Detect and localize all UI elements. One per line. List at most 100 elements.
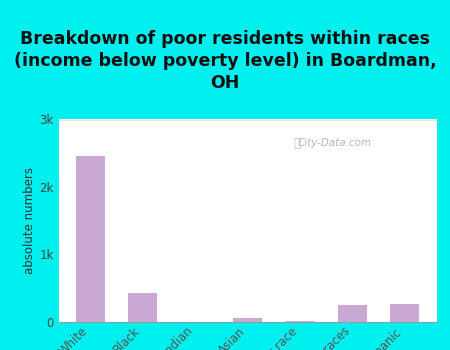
Bar xyxy=(58,119,436,120)
Bar xyxy=(58,120,436,121)
Bar xyxy=(58,120,436,121)
Bar xyxy=(338,305,367,322)
Bar xyxy=(58,120,436,121)
Bar xyxy=(58,119,436,120)
Bar xyxy=(58,119,436,120)
Bar xyxy=(58,119,436,120)
Bar xyxy=(58,120,436,121)
Bar xyxy=(58,119,436,120)
Bar xyxy=(58,120,436,121)
Bar xyxy=(58,119,436,120)
Bar xyxy=(58,120,436,121)
Bar xyxy=(58,120,436,121)
Bar xyxy=(58,119,436,120)
Text: City-Data.com: City-Data.com xyxy=(297,138,372,148)
Bar xyxy=(58,119,436,120)
Bar xyxy=(58,120,436,121)
Bar xyxy=(58,120,436,121)
Bar xyxy=(58,119,436,120)
Bar xyxy=(58,119,436,120)
Bar xyxy=(58,119,436,120)
Bar xyxy=(58,119,436,120)
Bar xyxy=(58,120,436,121)
Bar xyxy=(58,119,436,120)
Bar xyxy=(58,120,436,121)
Bar xyxy=(58,120,436,121)
Bar xyxy=(58,120,436,121)
Bar xyxy=(58,119,436,120)
Bar xyxy=(128,293,157,322)
Bar xyxy=(233,317,262,322)
Bar xyxy=(391,304,419,322)
Bar xyxy=(58,119,436,120)
Bar xyxy=(58,120,436,121)
Bar xyxy=(58,119,436,120)
Bar xyxy=(58,120,436,121)
Bar xyxy=(58,119,436,120)
Bar xyxy=(58,119,436,120)
Bar xyxy=(58,119,436,120)
Bar xyxy=(58,120,436,121)
Bar xyxy=(58,119,436,120)
Bar xyxy=(58,120,436,121)
Bar xyxy=(58,119,436,120)
Bar xyxy=(58,119,436,120)
Bar xyxy=(58,120,436,121)
Bar xyxy=(58,119,436,120)
Bar xyxy=(58,119,436,120)
Bar xyxy=(58,120,436,121)
Bar xyxy=(58,120,436,121)
Bar xyxy=(58,119,436,120)
Bar xyxy=(58,119,436,120)
Bar xyxy=(58,119,436,120)
Bar xyxy=(58,120,436,121)
Bar xyxy=(58,119,436,120)
Bar xyxy=(58,120,436,121)
Bar xyxy=(58,120,436,121)
Bar xyxy=(58,120,436,121)
Bar xyxy=(58,119,436,120)
Bar xyxy=(58,120,436,121)
Bar xyxy=(58,119,436,120)
Bar xyxy=(58,120,436,121)
Bar xyxy=(58,120,436,121)
Bar xyxy=(58,119,436,120)
Bar xyxy=(58,120,436,121)
Bar xyxy=(58,119,436,120)
Bar xyxy=(58,119,436,120)
Bar xyxy=(58,119,436,120)
Bar xyxy=(58,120,436,121)
Bar xyxy=(58,120,436,121)
Bar xyxy=(58,120,436,121)
Bar xyxy=(58,119,436,120)
Bar xyxy=(58,119,436,120)
Bar xyxy=(58,119,436,120)
Bar xyxy=(58,119,436,120)
Bar xyxy=(58,119,436,120)
Bar xyxy=(58,120,436,121)
Bar xyxy=(58,119,436,120)
Bar xyxy=(58,120,436,121)
Bar xyxy=(58,119,436,120)
Bar xyxy=(58,120,436,121)
Bar xyxy=(58,120,436,121)
Bar xyxy=(58,120,436,121)
Bar xyxy=(58,119,436,120)
Bar xyxy=(58,119,436,120)
Bar xyxy=(58,119,436,120)
Bar xyxy=(58,119,436,120)
Bar xyxy=(58,120,436,121)
Bar xyxy=(58,120,436,121)
Bar xyxy=(58,119,436,120)
Bar xyxy=(58,119,436,120)
Bar xyxy=(58,120,436,121)
Bar xyxy=(58,120,436,121)
Bar xyxy=(58,120,436,121)
Bar xyxy=(58,120,436,121)
Bar xyxy=(58,120,436,121)
Bar xyxy=(58,119,436,120)
Bar xyxy=(58,120,436,121)
Bar xyxy=(58,119,436,120)
Bar xyxy=(58,120,436,121)
Bar xyxy=(58,120,436,121)
